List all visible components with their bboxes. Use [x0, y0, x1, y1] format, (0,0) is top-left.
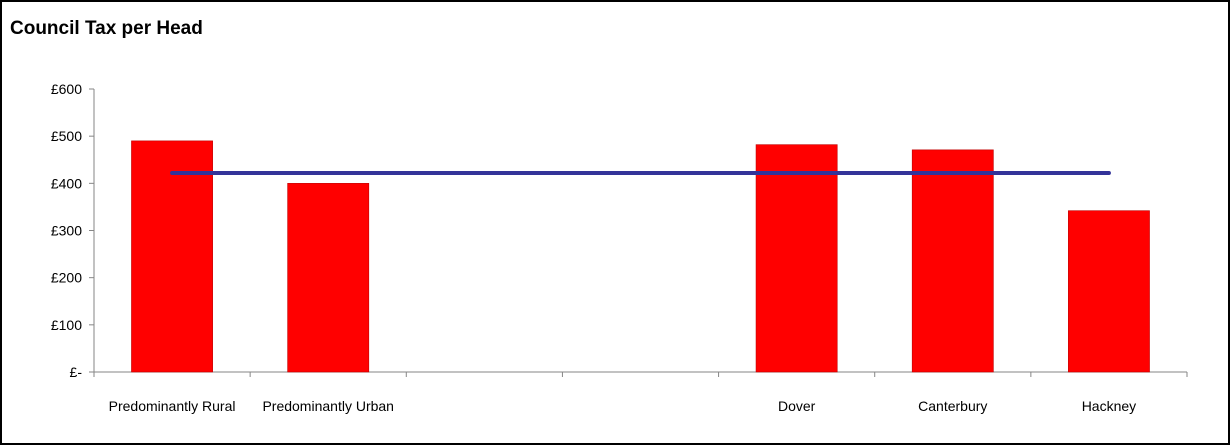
- bar-series: [131, 140, 1150, 373]
- y-tick-label: £100: [51, 317, 82, 333]
- bar: [287, 183, 370, 373]
- y-tick-label: £400: [51, 175, 82, 191]
- bar: [1068, 210, 1150, 373]
- chart-title: Council Tax per Head: [10, 18, 203, 39]
- x-tick-label: Canterbury: [918, 398, 987, 414]
- chart-labels: £- £100 £200 £300 £400 £500 £600 Predominantly …: [51, 81, 1136, 414]
- x-tick-label: Dover: [778, 398, 816, 414]
- chart-axes: [89, 88, 1188, 377]
- y-tick-label: £300: [51, 223, 82, 239]
- bar: [911, 149, 994, 373]
- y-tick-label: £200: [51, 270, 82, 286]
- bar: [131, 140, 213, 373]
- y-tick-label: £-: [70, 364, 83, 380]
- x-tick-label: Predominantly Urban: [262, 398, 394, 414]
- x-tick-label: Hackney: [1082, 398, 1136, 414]
- bar: [755, 144, 838, 373]
- y-tick-label: £600: [51, 81, 82, 97]
- y-tick-label: £500: [51, 128, 82, 144]
- x-tick-label: Predominantly Rural: [109, 398, 236, 414]
